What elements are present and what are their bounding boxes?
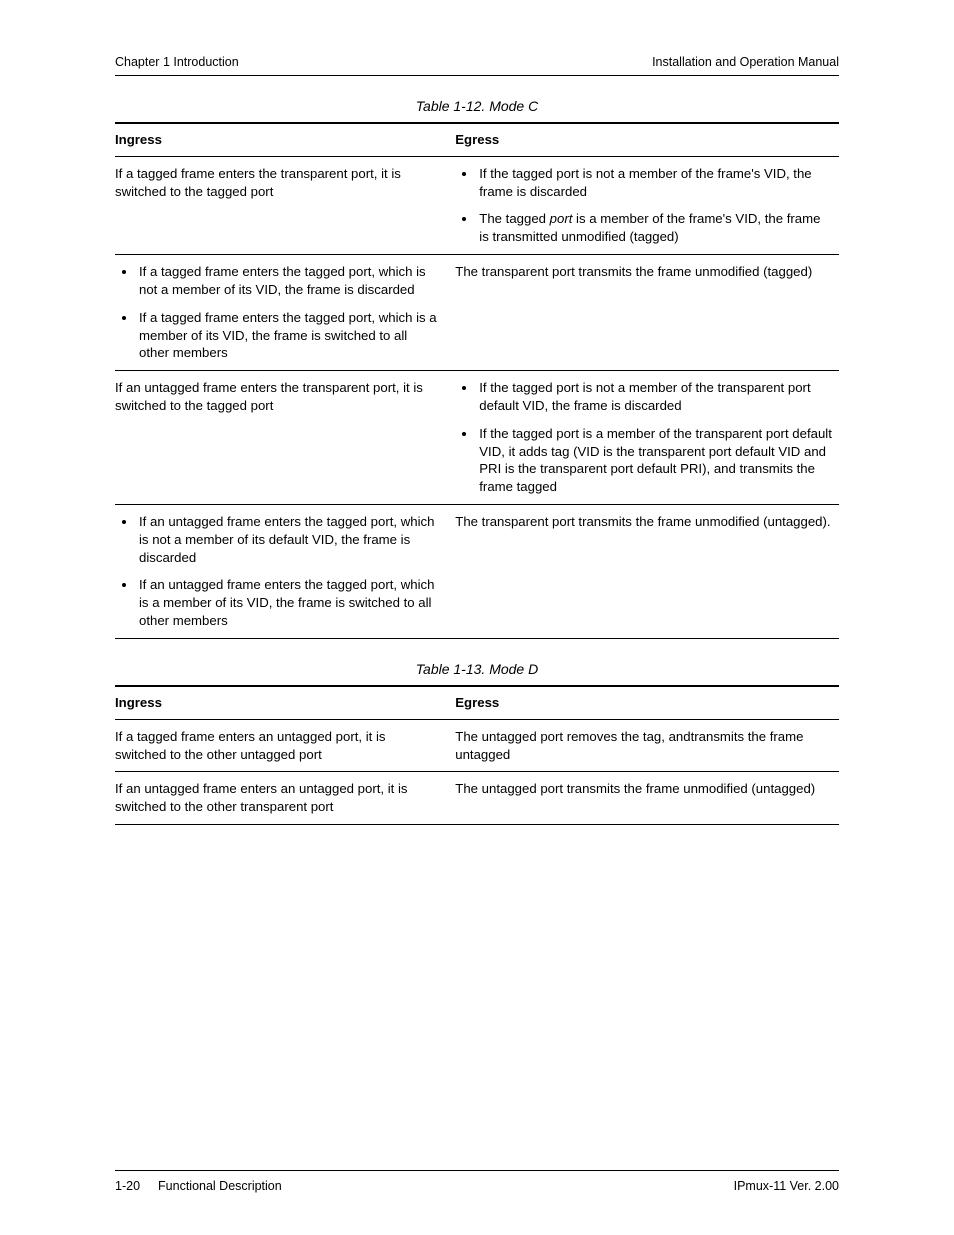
bullet-item: If an untagged frame enters the tagged p… — [137, 576, 437, 629]
cell-text: If a tagged frame enters an untagged por… — [115, 728, 437, 764]
bullet-item: If the tagged port is a member of the tr… — [477, 425, 833, 496]
table-row: If an untagged frame enters an untagged … — [115, 772, 839, 825]
cell-text: If an untagged frame enters the transpar… — [115, 379, 437, 415]
page: Chapter 1 Introduction Installation and … — [0, 0, 954, 1235]
table-row: If an untagged frame enters the tagged p… — [115, 505, 839, 639]
footer-page-number: 1-20 — [115, 1179, 140, 1193]
cell-bullets: If an untagged frame enters the tagged p… — [115, 513, 437, 630]
cell-text: The untagged port transmits the frame un… — [455, 780, 833, 798]
table-13: Ingress Egress If a tagged frame enters … — [115, 685, 839, 825]
cell-text: If a tagged frame enters the transparent… — [115, 165, 437, 201]
bullet-item: If the tagged port is not a member of th… — [477, 379, 833, 415]
table-12-caption: Table 1-12. Mode C — [115, 98, 839, 114]
cell-bullets: If the tagged port is not a member of th… — [455, 165, 833, 246]
header-right: Installation and Operation Manual — [652, 55, 839, 69]
table-12-body: If a tagged frame enters the transparent… — [115, 156, 839, 638]
page-footer: 1-20 Functional Description IPmux-11 Ver… — [115, 1170, 839, 1193]
footer-product: IPmux-11 Ver. 2.00 — [734, 1179, 839, 1193]
table-12: Ingress Egress If a tagged frame enters … — [115, 122, 839, 639]
cell-text: If an untagged frame enters an untagged … — [115, 780, 437, 816]
bullet-item: If the tagged port is not a member of th… — [477, 165, 833, 201]
footer-rule — [115, 1170, 839, 1171]
table-row: If a tagged frame enters the transparent… — [115, 156, 839, 254]
bullet-item: The tagged port is a member of the frame… — [477, 210, 833, 246]
table-12-head-egress: Egress — [455, 123, 839, 156]
cell-text: The transparent port transmits the frame… — [455, 513, 833, 531]
table-row: If a tagged frame enters the tagged port… — [115, 255, 839, 371]
table-13-head-ingress: Ingress — [115, 686, 455, 719]
table-row: If an untagged frame enters the transpar… — [115, 371, 839, 505]
table-12-head-ingress: Ingress — [115, 123, 455, 156]
cell-text: The untagged port removes the tag, andtr… — [455, 728, 833, 764]
table-13-caption: Table 1-13. Mode D — [115, 661, 839, 677]
footer-section: Functional Description — [158, 1179, 282, 1193]
table-13-body: If a tagged frame enters an untagged por… — [115, 719, 839, 824]
cell-bullets: If the tagged port is not a member of th… — [455, 379, 833, 496]
table-13-head-egress: Egress — [455, 686, 839, 719]
table-row: If a tagged frame enters an untagged por… — [115, 719, 839, 772]
bullet-item: If an untagged frame enters the tagged p… — [137, 513, 437, 566]
header-left: Chapter 1 Introduction — [115, 55, 239, 69]
bullet-item: If a tagged frame enters the tagged port… — [137, 309, 437, 362]
cell-text: The transparent port transmits the frame… — [455, 263, 833, 281]
cell-bullets: If a tagged frame enters the tagged port… — [115, 263, 437, 362]
page-header: Chapter 1 Introduction Installation and … — [115, 55, 839, 76]
bullet-item: If a tagged frame enters the tagged port… — [137, 263, 437, 299]
